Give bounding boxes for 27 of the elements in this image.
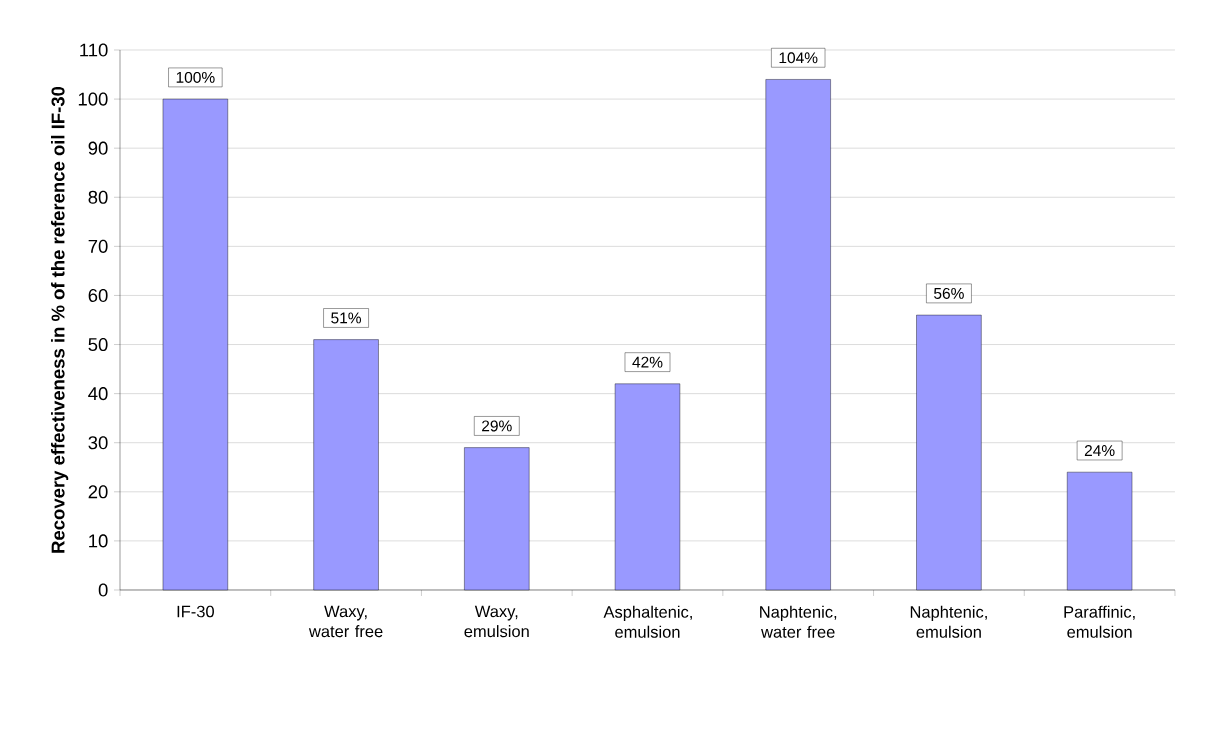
data-label: 42%	[632, 356, 663, 368]
data-label: 104%	[779, 52, 818, 64]
y-tick-label: 110	[80, 43, 108, 57]
y-tick-label: 70	[88, 239, 108, 253]
x-tick-label: Paraffinic, emulsion	[1064, 605, 1135, 638]
y-tick-label: 50	[88, 337, 108, 352]
y-tick-label: 80	[88, 190, 108, 204]
data-label: 56%	[934, 287, 964, 299]
data-label: 29%	[482, 420, 512, 432]
y-tick-label: 30	[88, 436, 108, 450]
y-tick-label: 100	[78, 92, 108, 106]
y-tick-label: 40	[88, 387, 108, 401]
data-label: 100%	[176, 71, 215, 83]
data-label: 51%	[331, 312, 362, 324]
y-tick-label: 20	[88, 485, 108, 499]
x-tick-label: Waxy, emulsion	[464, 605, 529, 638]
y-tick-label: 0	[98, 583, 108, 597]
y-axis-title: Recovery effectiveness in % of the reference oil IF-30	[51, 86, 69, 553]
data-label: 24%	[1084, 445, 1115, 456]
x-tick-label: Asphaltenic, emulsion	[603, 605, 692, 638]
y-tick-label: 10	[89, 534, 108, 548]
x-tick-label: Waxy, water free	[308, 605, 383, 638]
x-tick-label: Naphtenic, water free	[760, 605, 837, 638]
y-tick-label: 90	[88, 141, 108, 155]
x-tick-label: IF-30	[177, 605, 214, 618]
y-tick-label: 60	[88, 288, 108, 302]
x-tick-label: Naphtenic, emulsion	[910, 605, 987, 638]
